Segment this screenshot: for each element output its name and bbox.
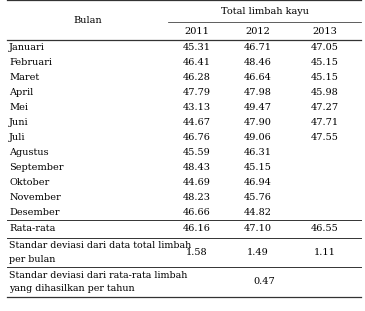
Text: 43.13: 43.13 xyxy=(183,103,211,112)
Text: 48.23: 48.23 xyxy=(183,193,211,202)
Text: 46.64: 46.64 xyxy=(243,73,271,82)
Text: 45.98: 45.98 xyxy=(311,88,339,97)
Text: Juli: Juli xyxy=(9,133,26,142)
Text: 49.47: 49.47 xyxy=(243,103,271,112)
Text: 46.16: 46.16 xyxy=(183,224,211,233)
Text: 45.76: 45.76 xyxy=(243,193,271,202)
Text: 44.69: 44.69 xyxy=(183,178,211,187)
Text: 46.71: 46.71 xyxy=(243,44,271,52)
Text: 48.46: 48.46 xyxy=(243,58,271,67)
Text: Bulan: Bulan xyxy=(73,16,102,25)
Text: Maret: Maret xyxy=(9,73,39,82)
Text: 1.49: 1.49 xyxy=(246,248,268,257)
Text: 2013: 2013 xyxy=(312,27,337,36)
Text: 46.31: 46.31 xyxy=(243,148,271,157)
Text: 46.55: 46.55 xyxy=(311,224,339,233)
Text: 46.41: 46.41 xyxy=(183,58,211,67)
Text: Standar deviasi dari rata-rata limbah: Standar deviasi dari rata-rata limbah xyxy=(9,271,188,280)
Text: 47.90: 47.90 xyxy=(243,118,271,127)
Text: 45.15: 45.15 xyxy=(311,58,339,67)
Text: 47.98: 47.98 xyxy=(243,88,271,97)
Text: 47.27: 47.27 xyxy=(311,103,339,112)
Text: 47.10: 47.10 xyxy=(243,224,271,233)
Text: Oktober: Oktober xyxy=(9,178,49,187)
Text: April: April xyxy=(9,88,33,97)
Text: Juni: Juni xyxy=(9,118,29,127)
Text: 45.15: 45.15 xyxy=(243,163,271,172)
Text: 46.76: 46.76 xyxy=(183,133,211,142)
Text: Januari: Januari xyxy=(9,44,45,52)
Text: Rata-rata: Rata-rata xyxy=(9,224,55,233)
Text: Standar deviasi dari data total limbah: Standar deviasi dari data total limbah xyxy=(9,241,191,250)
Text: 48.43: 48.43 xyxy=(183,163,211,172)
Text: Februari: Februari xyxy=(9,58,52,67)
Text: 1.11: 1.11 xyxy=(314,248,336,257)
Text: November: November xyxy=(9,193,61,202)
Text: 44.67: 44.67 xyxy=(183,118,211,127)
Text: 45.31: 45.31 xyxy=(183,44,211,52)
Text: 49.06: 49.06 xyxy=(243,133,271,142)
Text: 46.66: 46.66 xyxy=(183,208,211,216)
Text: 47.71: 47.71 xyxy=(311,118,339,127)
Text: per bulan: per bulan xyxy=(9,255,55,264)
Text: 45.59: 45.59 xyxy=(183,148,211,157)
Text: Agustus: Agustus xyxy=(9,148,49,157)
Text: 1.58: 1.58 xyxy=(186,248,208,257)
Text: 44.82: 44.82 xyxy=(243,208,271,216)
Text: 0.47: 0.47 xyxy=(254,277,276,286)
Text: 47.55: 47.55 xyxy=(311,133,339,142)
Text: Desember: Desember xyxy=(9,208,59,216)
Text: 45.15: 45.15 xyxy=(311,73,339,82)
Text: 46.94: 46.94 xyxy=(243,178,271,187)
Text: 47.79: 47.79 xyxy=(183,88,211,97)
Text: yang dihasilkan per tahun: yang dihasilkan per tahun xyxy=(9,284,135,293)
Text: 46.28: 46.28 xyxy=(183,73,211,82)
Text: 2011: 2011 xyxy=(185,27,210,36)
Text: September: September xyxy=(9,163,64,172)
Text: Mei: Mei xyxy=(9,103,28,112)
Text: 2012: 2012 xyxy=(245,27,270,36)
Text: Total limbah kayu: Total limbah kayu xyxy=(220,7,309,16)
Text: 47.05: 47.05 xyxy=(311,44,339,52)
